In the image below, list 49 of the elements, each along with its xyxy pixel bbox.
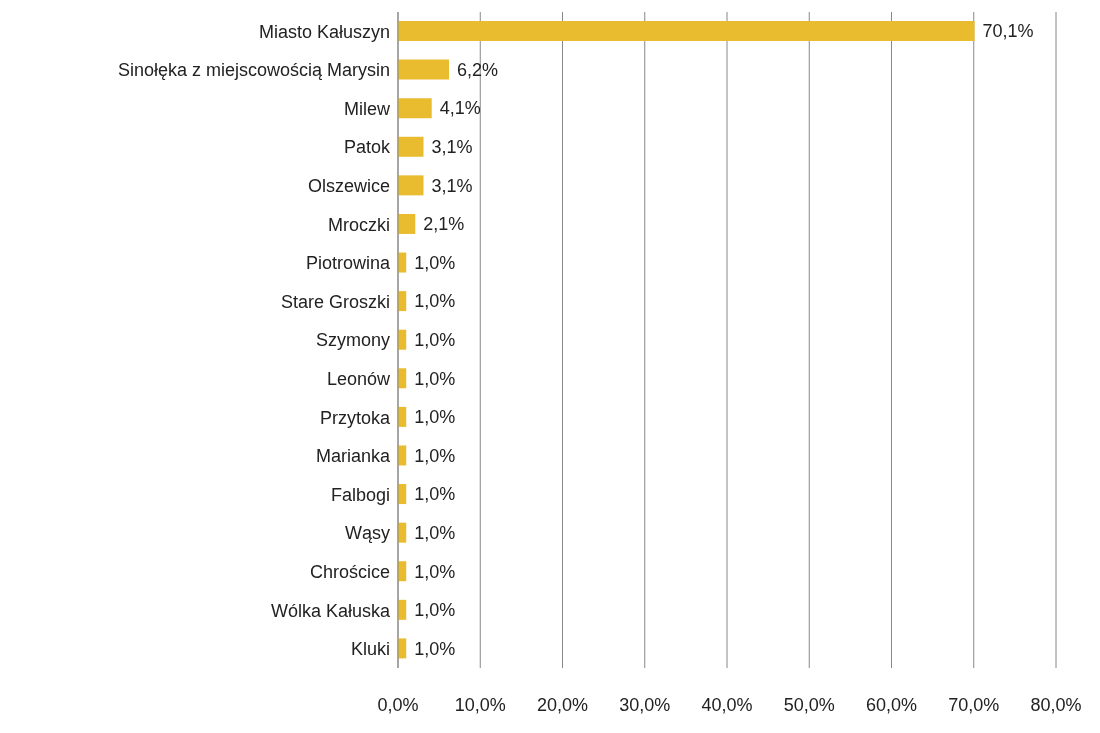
data-label: 1,0% <box>414 561 456 582</box>
data-label: 1,0% <box>414 445 456 466</box>
x-tick-label: 10,0% <box>454 694 506 715</box>
x-tick-label: 50,0% <box>783 694 835 715</box>
bar <box>398 98 432 119</box>
bar <box>398 21 975 41</box>
data-label: 1,0% <box>414 291 456 312</box>
y-tick-label: Sinołęka z miejscowością Marysin <box>117 60 390 81</box>
y-tick-label: Miasto Kałuszyn <box>258 21 390 42</box>
y-tick-label: Patok <box>343 137 391 158</box>
x-tick-label: 40,0% <box>701 694 753 715</box>
data-label: 3,1% <box>431 137 473 158</box>
data-label: 1,0% <box>414 407 456 428</box>
y-tick-label: Mroczki <box>328 214 390 235</box>
x-tick-label: 0,0% <box>377 694 419 715</box>
y-tick-label: Piotrowina <box>305 253 391 274</box>
data-label: 1,0% <box>414 600 456 621</box>
y-tick-label: Marianka <box>315 446 391 467</box>
data-label: 1,0% <box>414 638 456 659</box>
bar <box>398 136 424 157</box>
bar <box>398 175 424 196</box>
data-label: 1,0% <box>414 368 456 389</box>
data-label: 1,0% <box>414 484 456 505</box>
y-tick-label: Wąsy <box>345 523 390 544</box>
y-tick-label: Wólka Kałuska <box>270 600 391 621</box>
data-label: 2,1% <box>423 214 465 235</box>
x-tick-label: 70,0% <box>948 694 1000 715</box>
data-label: 1,0% <box>414 330 456 351</box>
data-label: 4,1% <box>439 98 481 119</box>
bar <box>398 213 416 234</box>
x-tick-label: 80,0% <box>1030 694 1082 715</box>
data-label: 1,0% <box>414 522 456 543</box>
y-tick-label: Falbogi <box>330 484 390 505</box>
data-label: 6,2% <box>456 59 499 80</box>
y-tick-label: Chrościce <box>309 561 390 582</box>
y-tick-label: Przytoka <box>319 407 391 428</box>
y-tick-label: Milew <box>343 98 391 119</box>
x-tick-label: 60,0% <box>865 694 918 715</box>
y-tick-label: Olszewice <box>307 176 390 197</box>
x-tick-label: 30,0% <box>619 694 671 715</box>
y-tick-label: Szymony <box>315 330 390 351</box>
data-label: 1,0% <box>414 252 456 273</box>
data-label: 70,1% <box>982 21 1034 42</box>
y-tick-label: Stare Groszki <box>280 291 390 312</box>
data-label: 3,1% <box>431 175 473 196</box>
y-tick-label: Leonów <box>326 368 391 389</box>
x-tick-label: 20,0% <box>536 694 589 715</box>
bar <box>398 59 449 80</box>
y-tick-label: Kluki <box>350 639 390 660</box>
